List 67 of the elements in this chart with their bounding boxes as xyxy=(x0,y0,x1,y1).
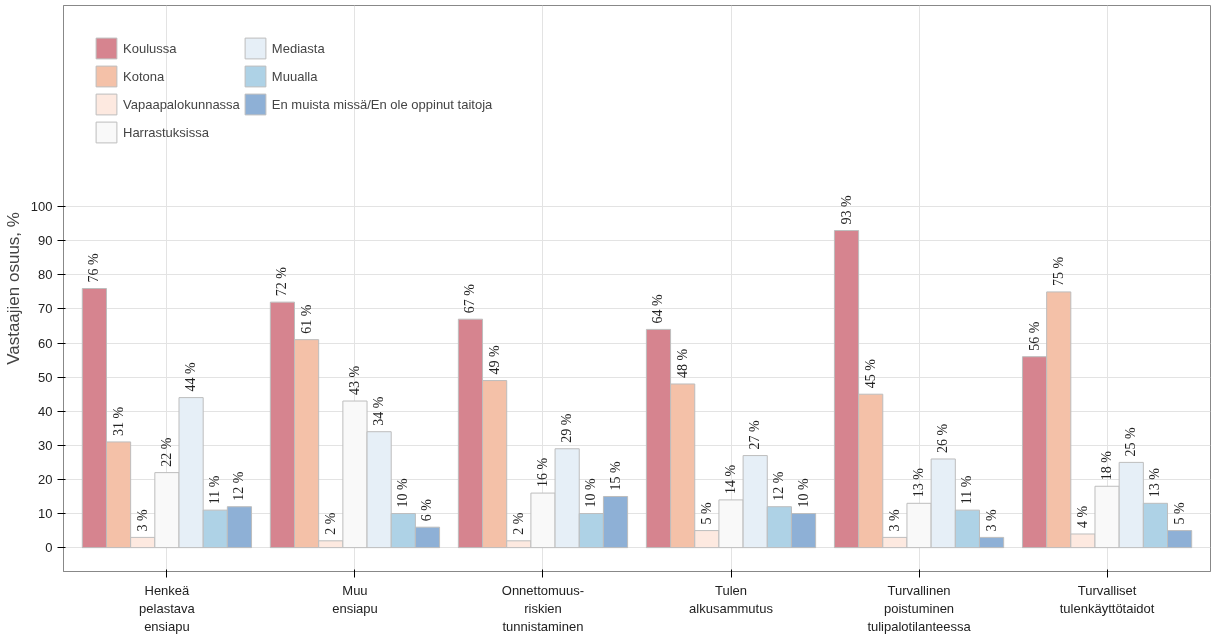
data-label: 56 % xyxy=(1026,321,1042,351)
data-label: 34 % xyxy=(371,396,387,426)
data-label: 3 % xyxy=(886,508,902,532)
data-label: 43 % xyxy=(346,365,362,396)
data-label: 67 % xyxy=(462,283,478,314)
data-label: 45 % xyxy=(862,358,878,389)
data-label: 10 % xyxy=(795,478,811,508)
data-label: 93 % xyxy=(838,195,854,225)
legend-label: En muista missä/En ole oppinut taitoja xyxy=(271,96,493,112)
data-label: 27 % xyxy=(747,420,763,450)
data-label: 14 % xyxy=(723,464,739,494)
y-tick-label: 90 xyxy=(38,233,53,249)
data-label: 6 % xyxy=(419,498,435,522)
data-label: 49 % xyxy=(486,345,502,375)
data-label: 72 % xyxy=(274,266,290,297)
legend-label: Muualla xyxy=(271,68,318,84)
data-label: 3 % xyxy=(134,508,150,532)
data-label: 13 % xyxy=(911,467,927,498)
legend-label: Koulussa xyxy=(123,40,177,56)
data-label: 12 % xyxy=(231,471,247,501)
y-tick-label: 100 xyxy=(30,199,53,215)
data-label: 3 % xyxy=(983,508,999,532)
data-label: 26 % xyxy=(935,423,951,453)
x-tick-label: Onnettomuus- riskien tunnistaminen xyxy=(501,582,585,634)
data-label: 48 % xyxy=(674,348,690,378)
data-label: 5 % xyxy=(698,502,714,525)
legend-label: Harrastuksissa xyxy=(123,124,209,140)
x-tick-label: Henkeä pelastava ensiapu xyxy=(139,582,196,634)
x-tick-label: Turvalliset tulenkäyttötaidot xyxy=(1059,582,1155,616)
data-label: 75 % xyxy=(1050,256,1066,286)
data-label: 31 % xyxy=(110,406,126,436)
legend-label: Kotona xyxy=(123,68,165,84)
y-tick-label: 20 xyxy=(38,471,53,487)
y-tick-label: 80 xyxy=(38,267,53,283)
data-label: 44 % xyxy=(183,362,199,392)
y-tick-label: 10 xyxy=(38,506,53,522)
data-label: 12 % xyxy=(771,471,787,501)
data-label: 13 % xyxy=(1147,467,1163,498)
x-tick-label: Muu ensiapu xyxy=(332,582,378,616)
x-tick-label: Turvallinen poistuminen tulipalotilanteessa xyxy=(867,582,972,634)
data-label: 25 % xyxy=(1123,426,1139,457)
data-label: 2 % xyxy=(510,512,526,535)
y-tick-label: 50 xyxy=(38,369,53,385)
data-label: 29 % xyxy=(559,413,575,443)
y-axis-title: Vastaajien osuus, % xyxy=(3,212,23,365)
data-label: 11 % xyxy=(959,475,975,505)
data-label: 15 % xyxy=(607,460,623,491)
data-label: 76 % xyxy=(86,253,102,283)
data-label: 2 % xyxy=(322,512,338,535)
y-tick-label: 30 xyxy=(38,437,53,453)
data-label: 61 % xyxy=(298,304,314,334)
data-label: 11 % xyxy=(207,475,223,505)
y-tick-label: 60 xyxy=(38,335,53,351)
data-label: 5 % xyxy=(1171,502,1187,525)
y-tick-label: 0 xyxy=(45,540,53,556)
legend-label: Vapaapalokunnassa xyxy=(123,96,240,112)
x-tick-label: Tulen alkusammutus xyxy=(689,582,774,616)
data-label: 16 % xyxy=(534,457,550,488)
data-label: 64 % xyxy=(650,293,666,324)
legend-label: Mediasta xyxy=(271,40,325,56)
y-tick-label: 40 xyxy=(38,403,53,419)
data-label: 22 % xyxy=(158,437,174,467)
data-label: 10 % xyxy=(395,478,411,508)
y-tick-label: 70 xyxy=(38,301,53,317)
data-label: 18 % xyxy=(1099,450,1115,481)
data-label: 4 % xyxy=(1074,505,1090,528)
data-label: 10 % xyxy=(583,478,599,508)
